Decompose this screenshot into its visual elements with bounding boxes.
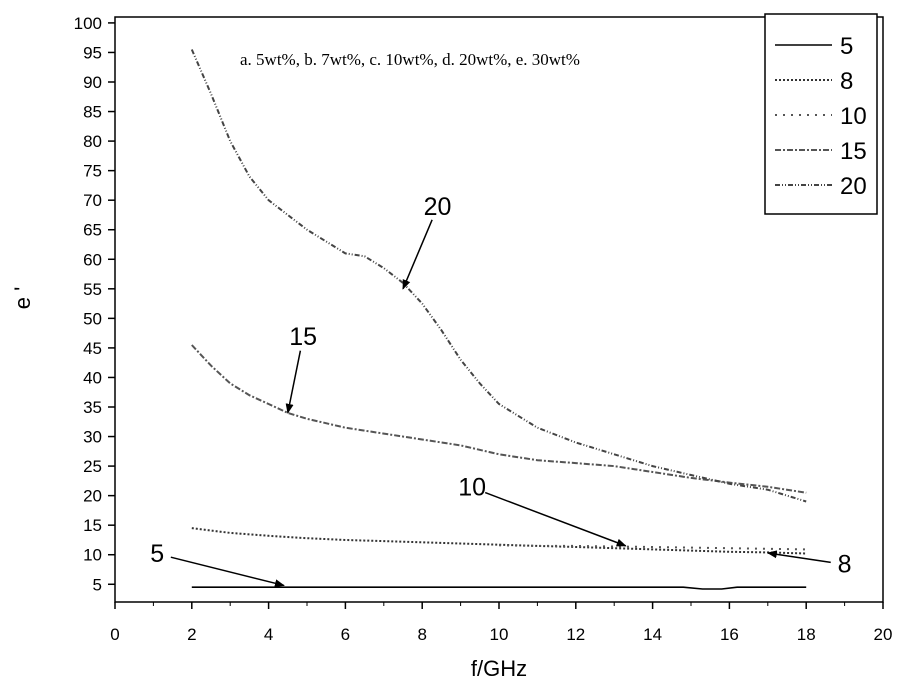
legend-label-15: 15 (840, 138, 867, 165)
annotation-arrow-8 (766, 550, 831, 564)
series-line-15 (191, 344, 807, 494)
y-axis-title: e ' (10, 287, 35, 310)
y-tick-label: 15 (83, 516, 102, 535)
x-tick-label: 12 (566, 625, 585, 644)
series-line-20 (190, 49, 807, 503)
x-tick-label: 20 (874, 625, 893, 644)
annotation-layer: 20 15 10 8 5 (150, 193, 852, 588)
x-tick-label: 10 (490, 625, 509, 644)
x-axis: 0 2 4 6 8 10 12 14 16 18 20 (110, 602, 892, 644)
y-tick-label: 90 (83, 73, 102, 92)
annotation-arrow-10 (484, 491, 627, 547)
y-tick-label: 10 (83, 546, 102, 565)
annotation-arrow-20 (402, 219, 433, 290)
x-tick-label: 4 (264, 625, 273, 644)
legend: 5 8 10 15 20 (764, 13, 878, 215)
annotation-arrow-5 (170, 556, 285, 588)
y-tick-label: 5 (93, 575, 102, 594)
y-tick-label: 30 (83, 428, 102, 447)
y-tick-label: 95 (83, 43, 102, 62)
y-tick-label: 85 (83, 103, 102, 122)
legend-label-5: 5 (840, 33, 853, 60)
y-tick-label: 100 (74, 14, 102, 33)
y-tick-label: 60 (83, 250, 102, 269)
annotation-label-10: 10 (458, 474, 486, 502)
legend-label-10: 10 (840, 103, 867, 130)
y-tick-label: 40 (83, 368, 102, 387)
y-tick-label: 65 (83, 221, 102, 240)
x-tick-label: 14 (643, 625, 662, 644)
x-tick-label: 8 (417, 625, 426, 644)
x-axis-title: f/GHz (471, 656, 527, 681)
chart-note: a. 5wt%, b. 7wt%, c. 10wt%, d. 20wt%, e.… (240, 50, 580, 69)
x-tick-label: 2 (187, 625, 196, 644)
y-axis: 5 10 15 20 25 30 35 40 45 50 55 60 65 70 75 80 85 90 95 100 (74, 14, 115, 594)
annotation-arrow-15 (285, 350, 302, 414)
annotation-label-8: 8 (838, 550, 852, 578)
x-tick-label: 16 (720, 625, 739, 644)
y-tick-label: 35 (83, 398, 102, 417)
series-line-8 (191, 527, 807, 555)
series-layer (190, 49, 807, 590)
y-tick-label: 70 (83, 191, 102, 210)
x-tick-label: 18 (797, 625, 816, 644)
y-tick-label: 55 (83, 280, 102, 299)
y-tick-label: 75 (83, 162, 102, 181)
annotation-label-20: 20 (424, 193, 452, 221)
series-line-5 (191, 586, 807, 590)
y-tick-label: 80 (83, 132, 102, 151)
y-tick-label: 50 (83, 309, 102, 328)
x-tick-label: 6 (341, 625, 350, 644)
annotation-label-15: 15 (289, 323, 317, 351)
y-tick-label: 25 (83, 457, 102, 476)
legend-label-20: 20 (840, 173, 867, 200)
annotation-label-5: 5 (150, 540, 164, 568)
x-tick-label: 0 (110, 625, 119, 644)
series-line-10 (498, 544, 807, 551)
y-tick-label: 45 (83, 339, 102, 358)
y-tick-label: 20 (83, 487, 102, 506)
legend-label-8: 8 (840, 68, 853, 95)
